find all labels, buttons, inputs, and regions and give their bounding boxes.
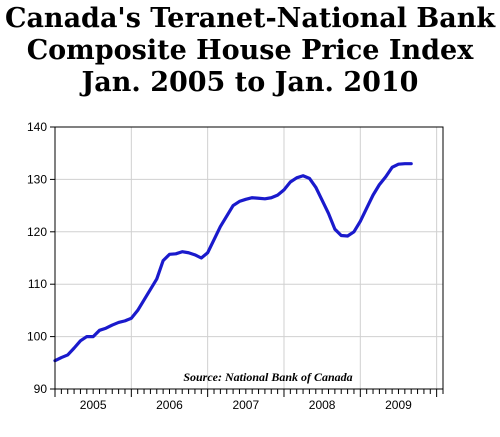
y-tick-label: 110 [28, 277, 47, 291]
source-annotation: Source: National Bank of Canada [183, 370, 352, 384]
y-tick-label: 140 [27, 120, 47, 134]
x-tick-label: 2005 [80, 398, 107, 412]
series-line [55, 164, 411, 361]
y-tick-label: 120 [27, 225, 47, 239]
y-tick-label: 130 [27, 172, 47, 186]
plot-frame [55, 127, 443, 389]
grid-lines [55, 127, 443, 389]
x-tick-label: 2009 [385, 398, 412, 412]
x-tick-label: 2006 [156, 398, 183, 412]
axes: 90 100 110 120 130 140 2005 2006 2007 2008 2009 [27, 120, 443, 412]
x-tick-label: 2008 [309, 398, 336, 412]
x-tick-label: 2007 [232, 398, 259, 412]
y-tick-label: 90 [34, 382, 48, 396]
series-layer [55, 164, 411, 361]
y-tick-label: 100 [27, 330, 47, 344]
